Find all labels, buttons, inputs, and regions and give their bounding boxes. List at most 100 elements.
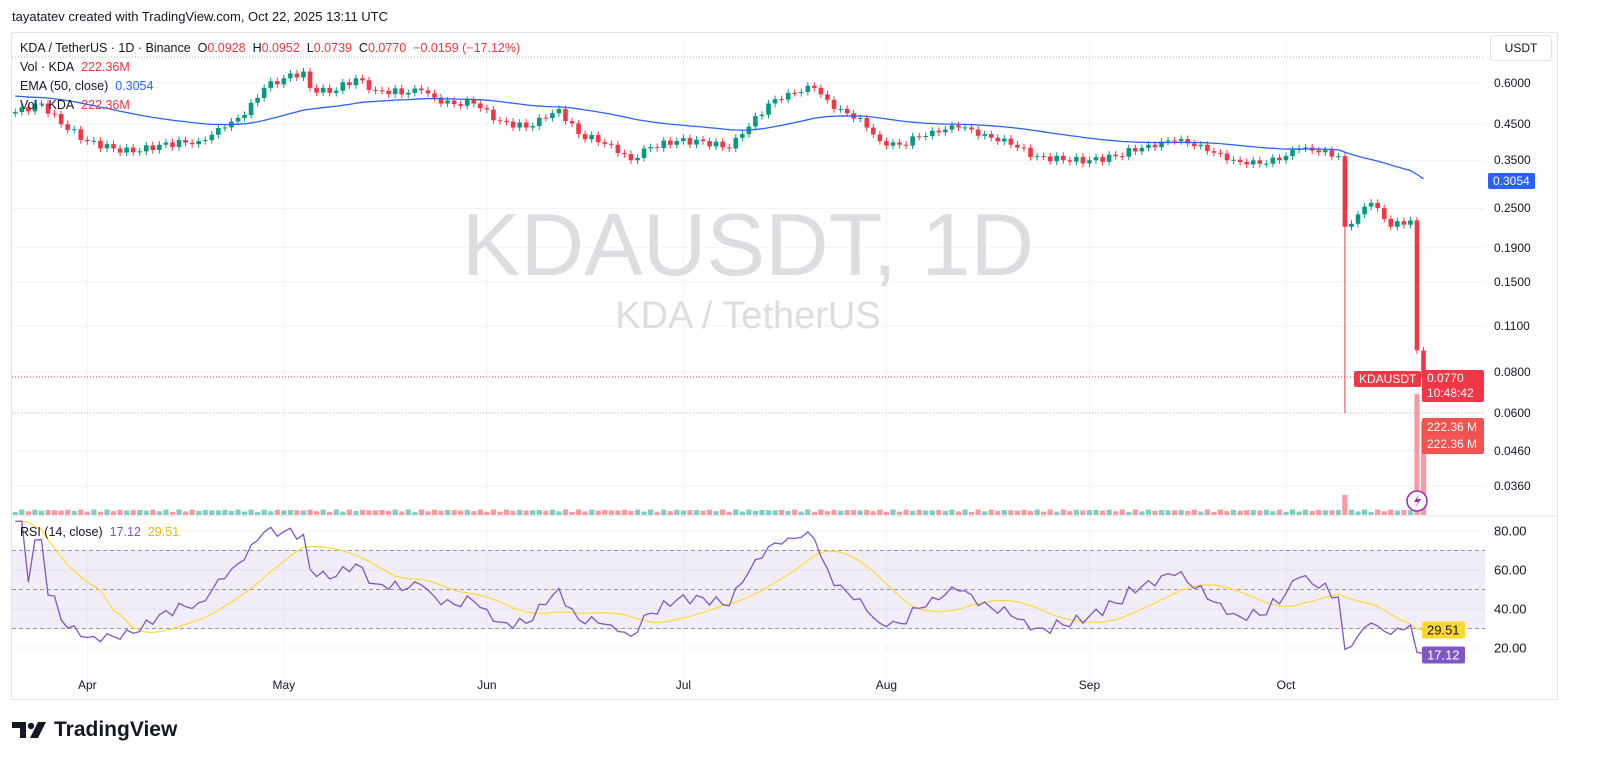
candle-body [726,147,732,149]
tradingview-logo-icon [12,722,46,738]
volume-bar [58,510,64,515]
volume-bar [1054,511,1060,515]
candle-body [504,121,509,123]
candle-body [831,99,837,110]
currency-button[interactable]: USDT [1490,35,1552,61]
price-tick: 0.4500 [1494,117,1531,132]
volume-bar [1283,511,1289,515]
candle-body [785,92,791,100]
volume-bar [359,509,366,515]
candle-body [412,88,418,93]
candle-body [216,127,221,135]
volume-bar [615,510,621,515]
candle-body [510,121,516,128]
volume-bar [65,509,71,515]
volume-bar [1394,510,1400,515]
candle-body [163,142,169,145]
candle-body [392,88,398,95]
candle-body [818,87,824,95]
vol-legend[interactable]: Vol · KDA 222.36M [20,58,520,77]
candle-body [1322,150,1328,153]
ema-price-tag: 0.3054 [1488,173,1535,189]
candle-body [491,109,496,121]
volume-bar [1361,509,1368,515]
ema-legend[interactable]: EMA (50, close) 0.3054 [20,77,520,96]
candle-body [903,144,909,146]
candle-body [1198,144,1204,147]
candle-body [340,82,346,91]
candle-body [1303,147,1308,149]
volume-bar [818,509,824,515]
candle-body [78,129,84,140]
tradingview-logo[interactable]: TradingView [12,718,177,742]
rsi-legend[interactable]: RSI (14, close) 17.12 29.51 [20,525,179,539]
volume-bar [176,509,182,515]
symbol-name[interactable]: KDA / TetherUS · 1D · Binance [20,41,191,55]
symbol-tag: KDAUSDT [1354,371,1422,387]
candle-body [576,123,581,135]
candle-body [71,129,77,131]
lightning-icon[interactable] [1406,490,1428,512]
volume-bar [602,509,608,515]
volume-bar [241,511,248,515]
candle-body [825,94,830,100]
volume-bar [1067,511,1073,515]
volume-bar [792,509,798,515]
volume-bar [1230,509,1237,515]
volume-bar [137,510,143,515]
volume-bar [1034,509,1040,515]
volume-bar [595,510,601,515]
volume-bar [444,510,451,515]
candle-body [1257,160,1263,164]
low-value: 0.0739 [313,41,352,55]
rsi-ma-line [15,520,1424,634]
candle-body [458,104,463,106]
volume-bar [785,510,791,515]
candle-body [648,147,653,149]
volume-bar [25,511,31,515]
candle-body [281,78,287,85]
vol2-legend[interactable]: Vol · KDA 222.36M [20,96,520,115]
candle-body [1028,147,1033,157]
candle-body [779,99,784,101]
volume-bar [1250,510,1256,515]
candle-body [923,135,929,137]
candle-body [58,113,64,125]
candle-body [130,147,136,153]
candle-body [687,138,693,145]
candle-body [1408,220,1413,225]
volume-bar [942,510,948,515]
candle-body [582,134,588,140]
volume-bar [706,509,713,515]
candle-body [1388,218,1394,227]
candle-body [39,103,44,105]
volume-bar [569,511,575,515]
volume-bar [392,509,398,515]
volume-bar [589,509,595,515]
volume-bar [1420,422,1427,515]
candle-body [641,148,647,158]
volume-bar [1198,511,1204,515]
candle-body [962,127,968,129]
volume-bar [621,509,628,515]
candle-body [1349,223,1354,227]
legend: KDA / TetherUS · 1D · Binance O0.0928 H0… [20,39,520,115]
volume-bar [313,511,320,515]
volume-bar [91,509,97,515]
candle-body [1041,156,1046,158]
volume-bar [903,509,909,515]
volume-bar [1172,510,1178,515]
candle-body [1395,221,1400,227]
candle-body [1106,154,1112,162]
candle-body [713,141,719,147]
volume-bar [1152,510,1158,515]
vol2-label: Vol · KDA [20,98,75,112]
volume-bar [1368,511,1374,515]
candle-body [235,117,241,122]
candle-body [12,112,18,114]
candle-body [1237,159,1243,162]
candle-body [674,141,680,145]
candle-body [1421,350,1426,378]
volume-bar [857,510,863,515]
